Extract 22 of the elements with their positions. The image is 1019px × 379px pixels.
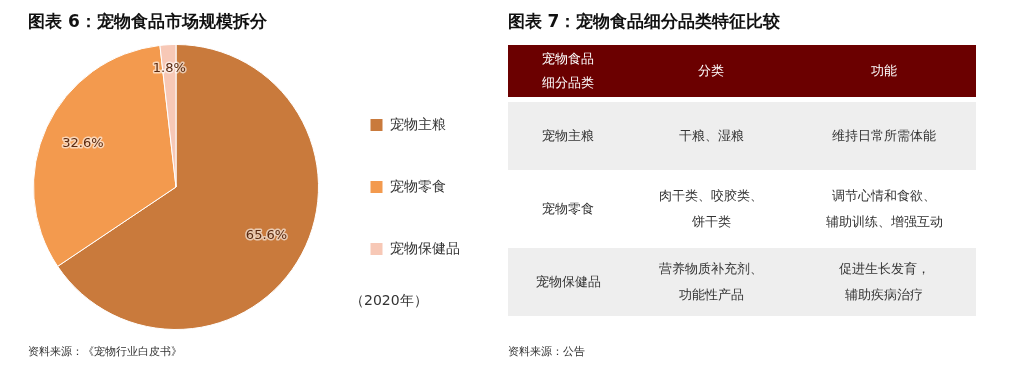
- chart-title: 图表 6：宠物食品市场规模拆分: [28, 10, 268, 33]
- category-label: 宠物食品细分品类: [541, 50, 596, 92]
- category-label: 宠物主粮: [542, 128, 595, 143]
- category-label: 宠物保健品: [535, 274, 601, 289]
- text: （2020年）: [350, 292, 428, 310]
- text: 资料来源：公告: [507, 344, 585, 359]
- legend-label: 宠物主粮: [390, 115, 446, 132]
- text: 促进生长发育，辅助疾病治疗: [838, 261, 930, 302]
- category-label: 分类: [629, 45, 793, 97]
- text: 资料来源：《宠物行业白皮书》: [28, 344, 182, 359]
- text: 图表 7：宠物食品细分品类特征比较: [507, 10, 782, 33]
- legend-label: 宠物零食: [390, 177, 446, 194]
- legend-label: 宠物保健品: [390, 239, 460, 256]
- text: 调节心情和食欲、辅助训练、增强互动: [825, 188, 943, 229]
- text: 肉干类、咬胶类、饼干类: [659, 188, 764, 229]
- data-label: 32.6%: [62, 135, 104, 151]
- text: 营养物质补充剂、功能性产品: [659, 261, 764, 302]
- category-label: 宠物零食: [542, 201, 595, 216]
- data-label: 65.6%: [245, 226, 288, 242]
- category-label: 功能: [792, 45, 976, 97]
- text: 维持日常所需体能: [832, 128, 937, 143]
- text: 干粮、湿粮: [678, 128, 744, 143]
